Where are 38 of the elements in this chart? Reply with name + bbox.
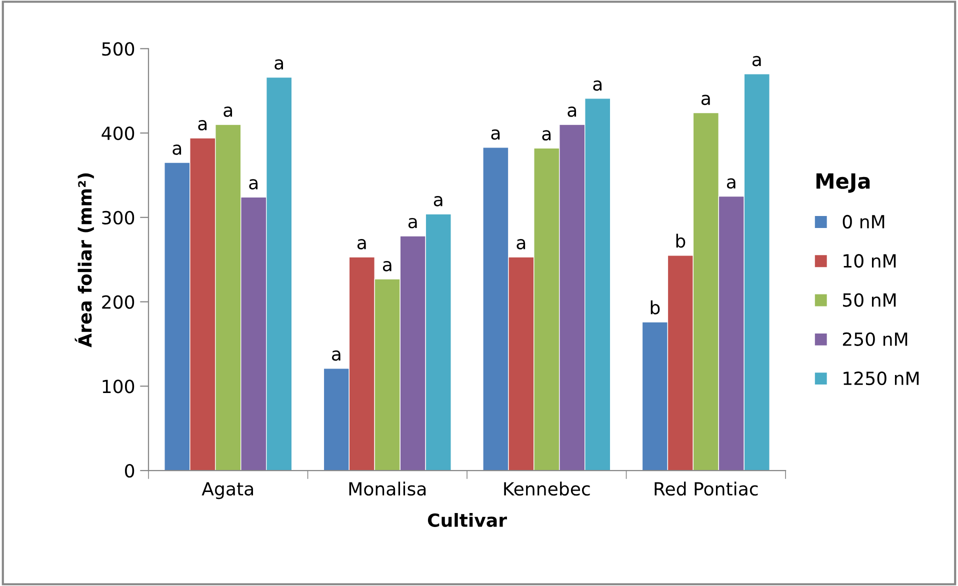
- data-label: a: [332, 350, 340, 361]
- legend-label: 1250 nM: [844, 371, 919, 386]
- y-tick-label: 0: [125, 464, 134, 478]
- data-label: a: [274, 59, 283, 70]
- y-tick-label: 200: [102, 295, 134, 309]
- y-axis-title: Área foliar (mm²): [74, 173, 94, 348]
- data-label: a: [408, 218, 417, 228]
- data-label: a: [568, 106, 576, 117]
- data-label: a: [752, 56, 761, 66]
- data-label: a: [198, 120, 207, 130]
- data-label: a: [382, 260, 392, 272]
- y-tick-label: 400: [102, 126, 134, 140]
- x-tick-label: Agata: [202, 482, 253, 500]
- data-label: a: [593, 80, 602, 91]
- data-label: a: [516, 239, 526, 250]
- x-tick-label: Monalisa: [349, 482, 426, 496]
- y-tick-label: 100: [102, 380, 134, 394]
- data-label: a: [224, 106, 232, 117]
- x-axis-title: Cultivar: [428, 513, 507, 528]
- x-tick-label: Red Pontiac: [654, 482, 758, 496]
- x-tick-label: Kennebec: [504, 482, 590, 496]
- data-label: a: [726, 178, 736, 189]
- y-tick-label: 500: [102, 42, 134, 56]
- data-label: b: [650, 300, 660, 314]
- legend-label: 0 nM: [842, 214, 884, 229]
- legend-label: 50 nM: [843, 293, 896, 307]
- data-label: a: [172, 144, 182, 155]
- legend-title: MeJa: [816, 173, 870, 193]
- legend-label: 10 nM: [844, 254, 896, 268]
- data-label: a: [701, 94, 710, 106]
- data-label: a: [434, 196, 442, 206]
- y-tick-label: 300: [102, 210, 134, 225]
- data-label: a: [357, 239, 366, 250]
- data-label: a: [491, 129, 500, 140]
- legend-label: 250 nM: [842, 332, 908, 346]
- data-label: b: [676, 234, 686, 248]
- data-label: a: [249, 179, 258, 190]
- data-label: a: [542, 130, 551, 141]
